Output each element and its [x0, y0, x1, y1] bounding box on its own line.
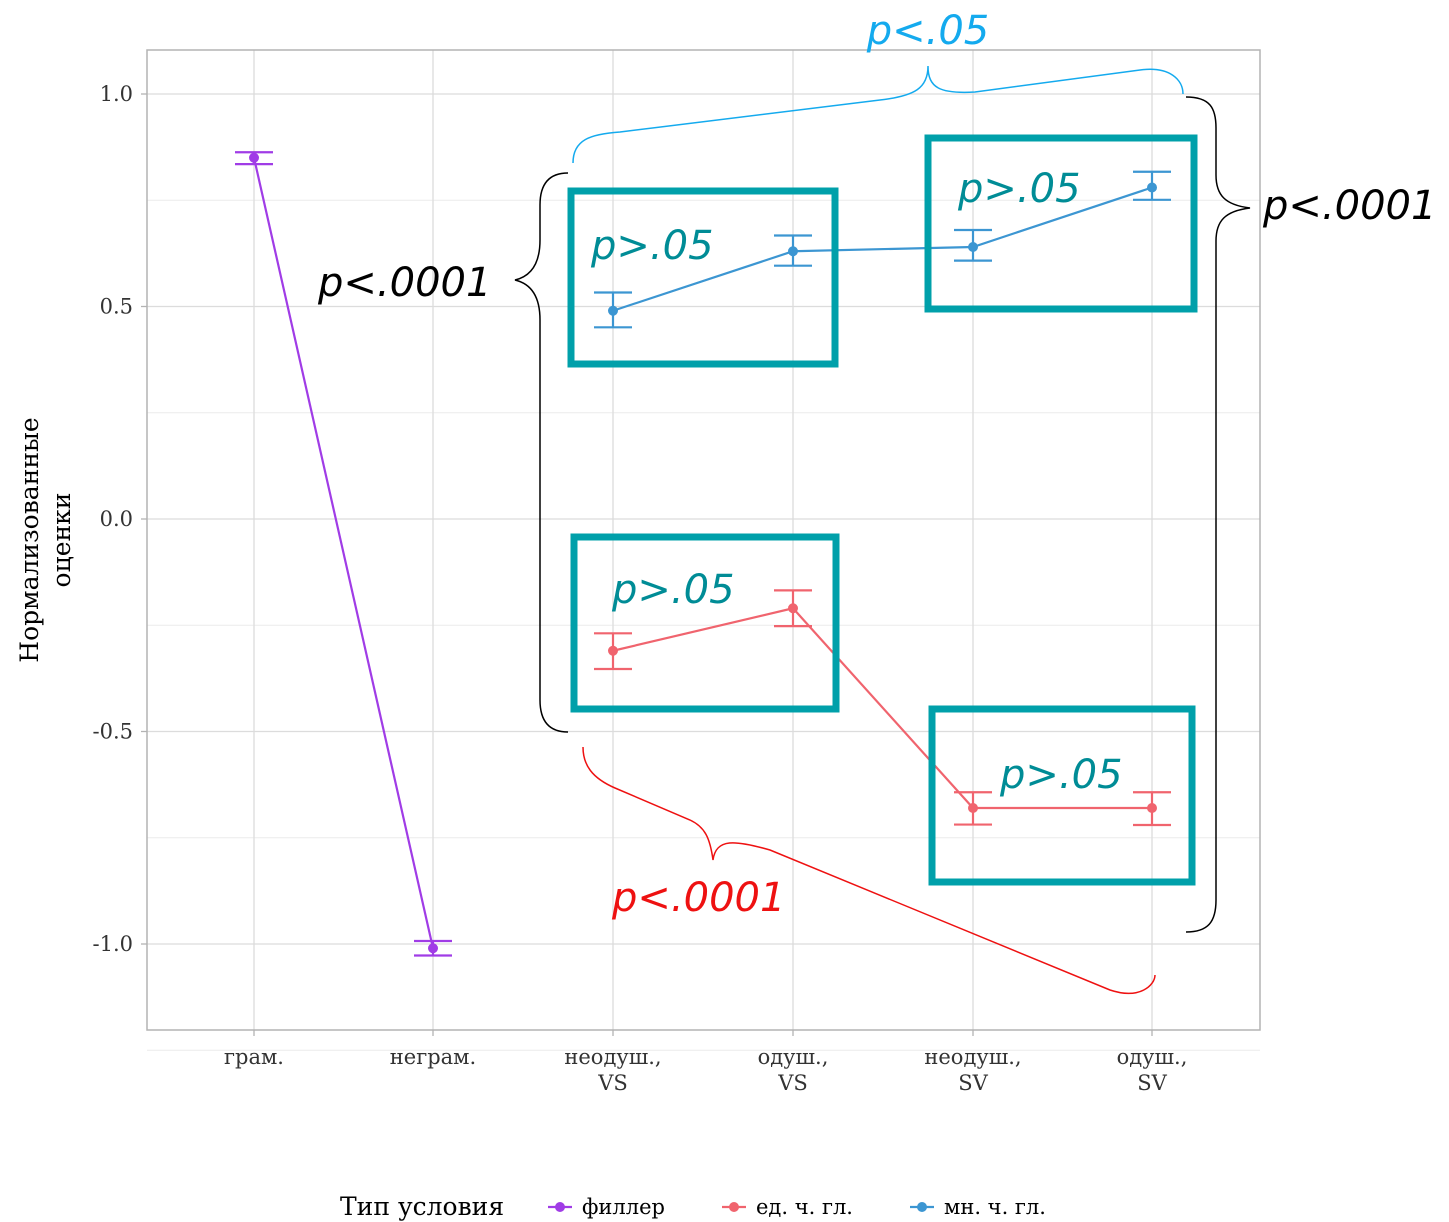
y-axis-title-line-2: оценки — [47, 493, 76, 588]
series-0 — [235, 151, 452, 957]
box-lower-left — [570, 533, 840, 713]
bracket-bottom-red — [582, 746, 1156, 995]
x-axis-ticks: грам. неграм. неодуш.,VSодуш.,VSнеодуш.,SV… — [224, 1030, 1187, 1095]
legend-title: Тип условия — [340, 1192, 504, 1221]
data-point — [968, 803, 978, 813]
bracket-left-black — [514, 172, 569, 733]
bracket-right-black — [1185, 96, 1251, 933]
x-tick-label: неодуш., — [924, 1045, 1021, 1069]
pvalue-box-upper-left: p>.05 — [590, 223, 714, 269]
data-point — [788, 603, 798, 614]
plot-panel-border — [146, 49, 1261, 1031]
y-axis-ticks: 1.0 0.5 0.0 -0.5 -1.0 — [93, 82, 147, 956]
x-tick-label: VS — [777, 1071, 808, 1095]
x-tick-label: одуш., — [758, 1045, 829, 1069]
legend-label: ед. ч. гл. — [756, 1195, 853, 1219]
x-tick-label: неодуш., — [564, 1045, 661, 1069]
legend-key-point — [555, 1202, 565, 1212]
annotation-boxes — [567, 134, 1198, 886]
box-lower-right — [928, 705, 1196, 886]
data-point — [1147, 803, 1157, 813]
pvalue-box-lower-left: p>.05 — [611, 567, 735, 613]
data-point — [608, 305, 618, 316]
pvalue-right-black: p<.0001 — [1262, 183, 1436, 229]
series-2 — [594, 170, 1171, 329]
legend-label: филлер — [582, 1195, 665, 1219]
pvalue-box-upper-right: p>.05 — [957, 166, 1081, 212]
legend-key-point — [729, 1202, 739, 1212]
y-tick-label: 0.0 — [100, 507, 133, 531]
pvalue-bottom-red: p<.0001 — [611, 875, 785, 921]
x-tick-label: грам. — [224, 1045, 284, 1069]
y-tick-label: -0.5 — [93, 720, 134, 744]
series-1 — [594, 589, 1171, 827]
data-point — [428, 943, 438, 954]
x-tick-label: одуш., — [1117, 1045, 1188, 1069]
x-tick-label: неграм. — [390, 1045, 476, 1069]
pvalue-top-blue: p<.05 — [866, 8, 990, 54]
series-line — [612, 607, 1152, 810]
y-tick-label: -1.0 — [93, 932, 134, 956]
box-upper-right — [924, 134, 1198, 313]
bracket-top-blue — [572, 65, 1184, 164]
legend: Тип условия филлер ед. ч. гл. мн. ч. гл. — [340, 1192, 1046, 1221]
legend-label: мн. ч. гл. — [944, 1195, 1046, 1219]
pvalue-box-lower-right: p>.05 — [999, 752, 1123, 798]
y-axis-title-line-1: Нормализованные — [15, 417, 44, 662]
box-upper-left — [567, 187, 839, 368]
legend-items: филлер ед. ч. гл. мн. ч. гл. — [548, 1195, 1046, 1219]
minor-gridlines — [147, 199, 1260, 1051]
x-tick-label: SV — [1137, 1071, 1167, 1095]
y-tick-label: 1.0 — [100, 82, 133, 106]
data-point — [968, 242, 978, 252]
data-point — [608, 645, 618, 656]
data-point — [249, 152, 259, 163]
series-line — [252, 157, 435, 949]
y-tick-label: 0.5 — [100, 295, 133, 319]
major-gridlines — [147, 50, 1260, 1030]
legend-key-point — [917, 1202, 927, 1212]
x-tick-label: VS — [597, 1071, 628, 1095]
data-point — [1147, 182, 1157, 193]
data-point — [788, 246, 798, 257]
x-tick-label: SV — [958, 1071, 988, 1095]
series-layer — [235, 151, 1171, 957]
pvalue-left-black: p<.0001 — [317, 260, 491, 306]
series-line — [612, 186, 1153, 312]
